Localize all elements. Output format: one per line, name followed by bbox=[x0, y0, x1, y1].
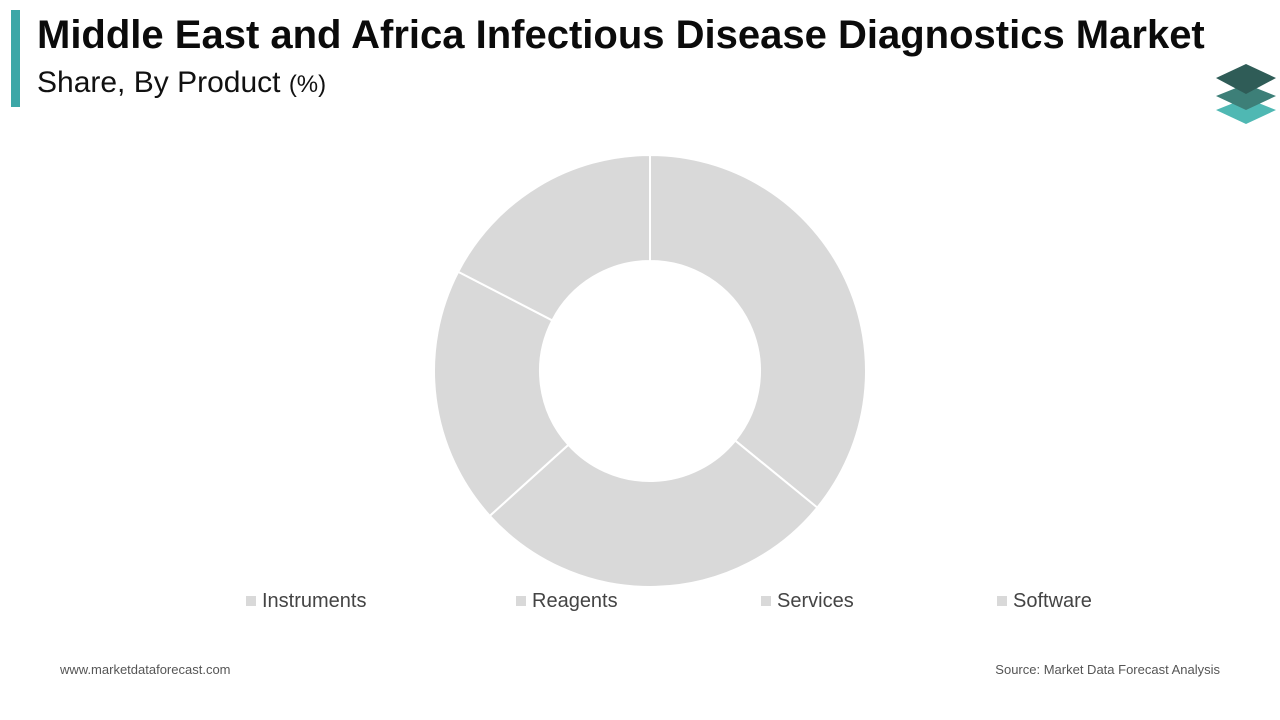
slice-reagents bbox=[488, 439, 819, 588]
website-url: www.marketdataforecast.com bbox=[60, 662, 231, 677]
legend-swatch-services bbox=[761, 596, 771, 606]
legend-swatch-software bbox=[997, 596, 1007, 606]
legend-item-services: Services bbox=[761, 589, 854, 613]
legend-label-software: Software bbox=[1013, 590, 1092, 612]
slice-software bbox=[456, 153, 651, 322]
legend-item-instruments: Instruments bbox=[246, 589, 366, 613]
company-logo-icon bbox=[1216, 64, 1276, 124]
logo-layer-bottom bbox=[1216, 98, 1276, 124]
legend-label-reagents: Reagents bbox=[532, 590, 618, 612]
subtitle-unit: (%) bbox=[288, 71, 327, 98]
legend-label-instruments: Instruments bbox=[262, 590, 367, 612]
chart-subtitle: Share, By Product (%) bbox=[37, 64, 326, 104]
legend-item-software: Software bbox=[997, 589, 1092, 613]
slice-instruments bbox=[649, 153, 867, 510]
logo-layer-top bbox=[1216, 64, 1276, 94]
source-note: Source: Market Data Forecast Analysis bbox=[995, 662, 1220, 677]
legend-swatch-instruments bbox=[246, 596, 256, 606]
slice-services bbox=[433, 270, 570, 518]
chart-title: Middle East and Africa Infectious Diseas… bbox=[37, 13, 1205, 57]
logo-layer-middle bbox=[1216, 84, 1276, 110]
title-accent-bar bbox=[11, 10, 20, 107]
subtitle-text: Share, By Product bbox=[37, 66, 281, 99]
legend-item-reagents: Reagents bbox=[516, 589, 618, 613]
legend-label-services: Services bbox=[777, 590, 854, 612]
legend-swatch-reagents bbox=[516, 596, 526, 606]
